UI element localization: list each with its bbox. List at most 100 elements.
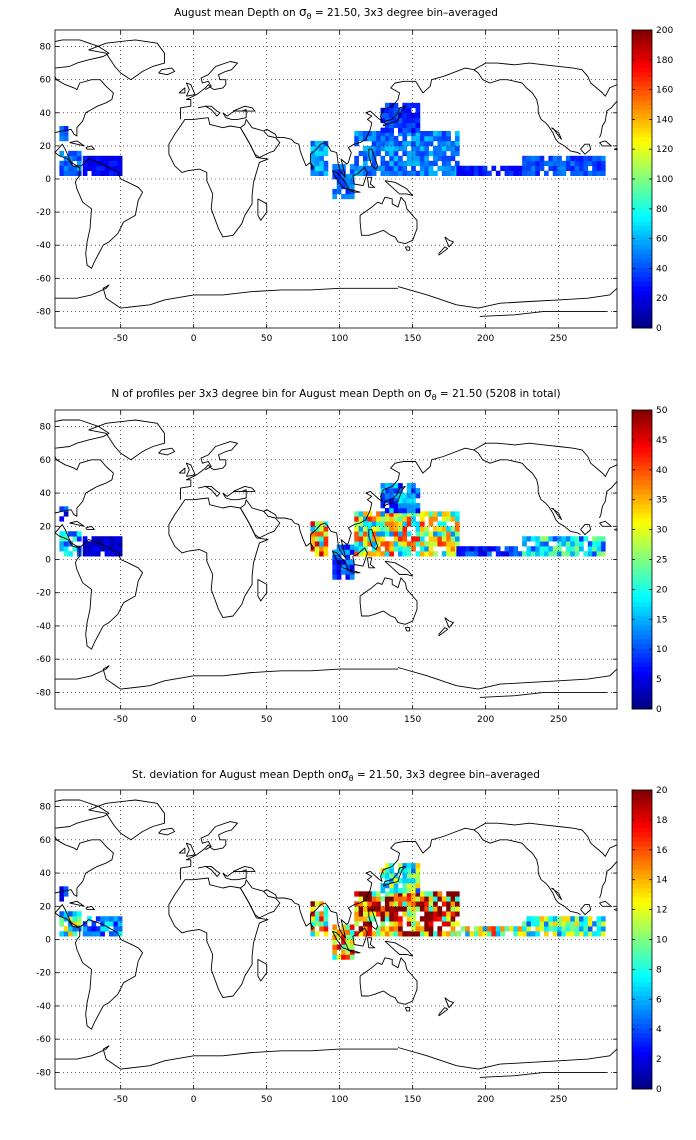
- data-cell: [367, 931, 373, 937]
- data-cell: [437, 891, 443, 897]
- data-cell: [406, 130, 412, 137]
- data-cell: [363, 526, 368, 532]
- data-cell: [600, 546, 606, 552]
- colorbar-segment: [632, 169, 652, 175]
- y-tick-label: -60: [36, 655, 51, 665]
- data-cell: [522, 155, 527, 162]
- data-cell: [109, 551, 114, 557]
- colorbar-tick-label: 20: [656, 786, 668, 796]
- colorbar-segment: [632, 1079, 652, 1085]
- data-cell: [341, 949, 346, 955]
- data-cell: [441, 531, 447, 537]
- x-tick-label: 100: [331, 334, 348, 344]
- data-cell: [336, 574, 342, 580]
- colorbar-segment: [632, 1065, 652, 1071]
- data-cell: [68, 165, 73, 172]
- data-cell: [380, 130, 386, 137]
- data-cell: [389, 170, 394, 176]
- colorbar-segment: [632, 1018, 652, 1024]
- data-cell: [310, 901, 316, 907]
- data-cell: [100, 921, 105, 927]
- data-cell: [424, 551, 429, 557]
- data-cell: [411, 921, 416, 927]
- data-cell: [389, 130, 394, 137]
- data-cell: [59, 130, 65, 137]
- data-cell: [314, 911, 320, 917]
- data-cell: [574, 921, 580, 927]
- data-cell: [358, 536, 364, 542]
- data-cell: [59, 896, 65, 902]
- data-cell: [441, 536, 447, 542]
- data-cell: [539, 160, 545, 167]
- data-cell: [402, 165, 408, 172]
- data-cell: [415, 117, 421, 124]
- data-cell: [349, 174, 355, 180]
- coastline: [397, 667, 618, 690]
- data-cell: [384, 170, 390, 176]
- data-cell: [446, 165, 451, 172]
- colorbar-tick-label: 4: [656, 1025, 662, 1035]
- coastline: [368, 909, 379, 930]
- data-cell: [398, 868, 403, 874]
- coastlines: [54, 419, 618, 698]
- data-cell: [406, 521, 412, 527]
- data-cell: [367, 896, 373, 902]
- data-cell: [376, 901, 381, 907]
- colorbar-segment: [632, 976, 652, 982]
- colorbar-segment: [632, 39, 652, 45]
- colorbar-tick-label: 45: [656, 436, 667, 446]
- data-cell: [437, 140, 443, 147]
- coastline: [54, 904, 144, 1030]
- data-cell: [380, 896, 386, 902]
- data-cell: [415, 150, 421, 157]
- data-cell: [406, 888, 412, 894]
- data-cell: [424, 896, 429, 902]
- data-cell: [336, 554, 342, 560]
- data-cell: [411, 130, 416, 137]
- colorbar-segment: [632, 536, 652, 542]
- data-cell: [87, 541, 92, 547]
- data-cell: [363, 150, 368, 157]
- data-cell: [415, 551, 421, 557]
- colorbar-segment: [632, 1004, 652, 1010]
- data-cell: [72, 170, 78, 176]
- data-cell: [319, 541, 324, 547]
- data-cell: [349, 169, 355, 175]
- data-cell: [565, 546, 571, 552]
- data-cell: [557, 931, 562, 937]
- colorbar-segment: [632, 1032, 652, 1039]
- data-cell: [433, 911, 438, 917]
- coastline: [599, 520, 612, 527]
- data-cell: [539, 155, 545, 162]
- data-cell: [456, 546, 462, 552]
- data-cell: [59, 921, 65, 927]
- data-cell: [363, 521, 368, 527]
- colorbar-segment: [632, 657, 652, 663]
- data-cell: [415, 531, 421, 537]
- data-cell: [441, 896, 447, 902]
- data-cell: [363, 911, 368, 917]
- data-cell: [583, 916, 589, 922]
- data-cell: [117, 160, 123, 167]
- data-cell: [113, 541, 119, 547]
- data-cell: [380, 511, 386, 517]
- data-cell: [384, 488, 390, 494]
- data-cell: [323, 551, 329, 557]
- data-cell: [402, 541, 408, 547]
- data-cell: [380, 883, 386, 889]
- data-cell: [367, 926, 373, 932]
- data-cell: [583, 551, 589, 557]
- colorbar-segment: [632, 165, 652, 171]
- data-cell: [574, 536, 580, 542]
- data-cell: [68, 170, 73, 176]
- data-cell: [419, 521, 425, 527]
- data-cell: [482, 546, 488, 552]
- data-cell: [398, 127, 403, 133]
- data-cell: [530, 551, 536, 557]
- y-tick-label: -60: [36, 274, 51, 284]
- coastline: [180, 821, 238, 880]
- data-cell: [561, 160, 567, 167]
- data-cell: [557, 160, 562, 167]
- data-cell: [552, 546, 558, 552]
- data-cell: [456, 931, 462, 937]
